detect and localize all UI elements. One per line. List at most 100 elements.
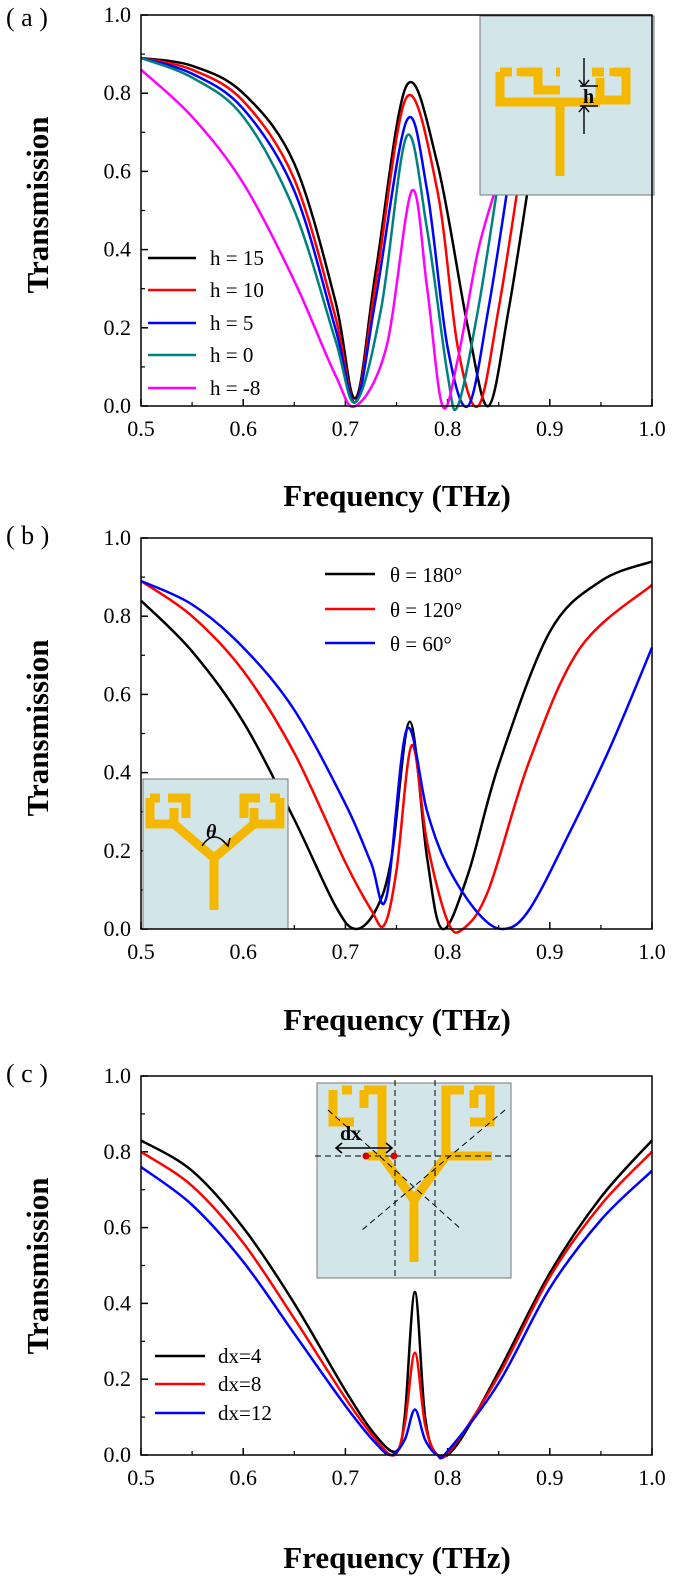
series-line (140, 579, 653, 934)
x-tick-label: 0.5 (127, 939, 155, 964)
series-line (140, 56, 500, 412)
resonator-shape (495, 67, 631, 176)
y-tick-label: 0.6 (104, 158, 132, 183)
series-line (140, 68, 500, 410)
inset-theta-label: θ (206, 821, 217, 843)
panel-b-label: ( b ) (6, 521, 49, 550)
series-line (140, 579, 654, 931)
x-tick-label: 0.5 (127, 416, 155, 441)
x-tick-label: 0.8 (434, 1465, 462, 1490)
legend-item: h = 5 (148, 311, 253, 335)
y-tick-label: 1.0 (104, 2, 132, 27)
panel-b-legend: θ = 180° θ = 120° θ = 60° (325, 563, 462, 656)
dx-right-point (390, 1152, 398, 1160)
panel-b: ( b ) Transmission Frequency (THz) 0.5 0.… (6, 521, 666, 1037)
legend-item: θ = 60° (325, 632, 452, 656)
x-tick-label: 0.9 (536, 1465, 564, 1490)
x-tick-label: 0.6 (229, 1465, 257, 1490)
y-tick-label: 0.2 (104, 315, 132, 340)
angle-arc (201, 836, 231, 848)
legend-label: θ = 60° (390, 632, 452, 656)
y-tick-label: 0.0 (104, 916, 132, 941)
panel-a-plot-frame (140, 14, 653, 407)
y-tick-label: 0.8 (104, 80, 132, 105)
h-dimension-arrows (578, 58, 598, 134)
y-tick-label: 0.2 (104, 1366, 132, 1391)
x-tick-label: 0.6 (229, 416, 257, 441)
series-line (140, 1150, 653, 1460)
legend-item: θ = 180° (325, 563, 462, 587)
series-line (140, 56, 531, 408)
panel-a-label: ( a ) (6, 3, 48, 32)
y-tick-label: 0.0 (104, 393, 132, 418)
legend-item: dx=4 (155, 1344, 262, 1368)
x-tick-label: 0.8 (434, 416, 462, 441)
inset-h-label: h (583, 86, 594, 108)
y-tick-label: 0.4 (104, 1290, 132, 1315)
panel-a-legend: h = 15 h = 10 h = 5 h = 0 h = -8 (148, 246, 264, 400)
panel-a-ticks: 0.5 0.6 0.7 0.8 0.9 1.0 0.0 0.2 0.4 0.6 0.8 1.0 (104, 2, 666, 441)
legend-label: h = 0 (210, 343, 253, 367)
legend-item: h = 0 (148, 343, 253, 367)
panel-c-label: ( c ) (6, 1059, 48, 1088)
panel-c: ( c ) Transmission Frequency (THz) 0.5 0.… (6, 1059, 666, 1575)
y-tick-label: 0.4 (104, 760, 132, 785)
x-tick-label: 0.7 (332, 939, 360, 964)
x-tick-label: 1.0 (638, 416, 666, 441)
y-tick-label: 0.2 (104, 838, 132, 863)
panel-c-plot-frame (140, 1075, 653, 1456)
legend-item: dx=8 (155, 1372, 261, 1396)
dx-arrow (334, 1142, 394, 1154)
panel-c-ylabel: Transmission (20, 1178, 55, 1355)
series-line (140, 56, 511, 409)
y-tick-label: 0.8 (104, 1139, 132, 1164)
x-tick-label: 0.7 (332, 416, 360, 441)
legend-label: dx=12 (218, 1401, 272, 1425)
y-tick-label: 0.0 (104, 1442, 132, 1467)
x-tick-label: 0.6 (229, 939, 257, 964)
panel-a-lines (140, 56, 531, 412)
x-tick-label: 0.8 (434, 939, 462, 964)
panel-a-xlabel: Frequency (THz) (283, 478, 511, 513)
series-line (140, 56, 521, 409)
y-tick-label: 1.0 (104, 525, 132, 550)
legend-label: h = 5 (210, 311, 253, 335)
x-tick-label: 0.7 (332, 1465, 360, 1490)
panel-b-xlabel: Frequency (THz) (283, 1002, 511, 1037)
legend-item: dx=12 (155, 1401, 272, 1425)
y-tick-label: 0.4 (104, 237, 132, 262)
guide-lines (315, 1080, 515, 1278)
legend-label: h = 15 (210, 246, 264, 270)
legend-label: h = 10 (210, 278, 264, 302)
panel-b-ticks: 0.5 0.6 0.7 0.8 0.9 1.0 0.0 0.2 0.4 0.6 0.8 1.0 (104, 525, 666, 964)
x-tick-label: 0.9 (536, 416, 564, 441)
series-line (140, 1139, 653, 1459)
dx-left-point (362, 1152, 370, 1160)
panel-c-ticks: 0.5 0.6 0.7 0.8 0.9 1.0 0.0 0.2 0.4 0.6 0.8 1.0 (104, 1063, 666, 1490)
panel-b-ylabel: Transmission (20, 640, 55, 817)
legend-label: dx=8 (218, 1372, 261, 1396)
panel-b-lines (140, 560, 654, 934)
panel-c-lines (140, 1139, 653, 1460)
legend-item: h = -8 (148, 376, 260, 400)
legend-item: h = 10 (148, 278, 264, 302)
panel-a: ( a ) Transmission Frequency (THz) 0.5 0.… (6, 2, 666, 513)
panel-c-inset: dx (315, 1080, 515, 1279)
x-tick-label: 0.9 (536, 939, 564, 964)
panel-c-legend: dx=4 dx=8 dx=12 (155, 1344, 272, 1425)
y-tick-label: 0.8 (104, 603, 132, 628)
y-tick-label: 1.0 (104, 1063, 132, 1088)
inset-dx-label: dx (340, 1123, 361, 1145)
legend-item: θ = 120° (325, 598, 462, 622)
legend-label: dx=4 (218, 1344, 262, 1368)
y-tick-label: 0.6 (104, 681, 132, 706)
panel-c-xlabel: Frequency (THz) (283, 1540, 511, 1575)
legend-label: θ = 180° (390, 563, 462, 587)
panel-b-inset: θ (142, 778, 289, 930)
x-tick-label: 1.0 (638, 939, 666, 964)
panel-b-plot-frame (140, 537, 653, 930)
panel-a-ylabel: Transmission (20, 117, 55, 294)
legend-item: h = 15 (148, 246, 264, 270)
legend-label: θ = 120° (390, 598, 462, 622)
